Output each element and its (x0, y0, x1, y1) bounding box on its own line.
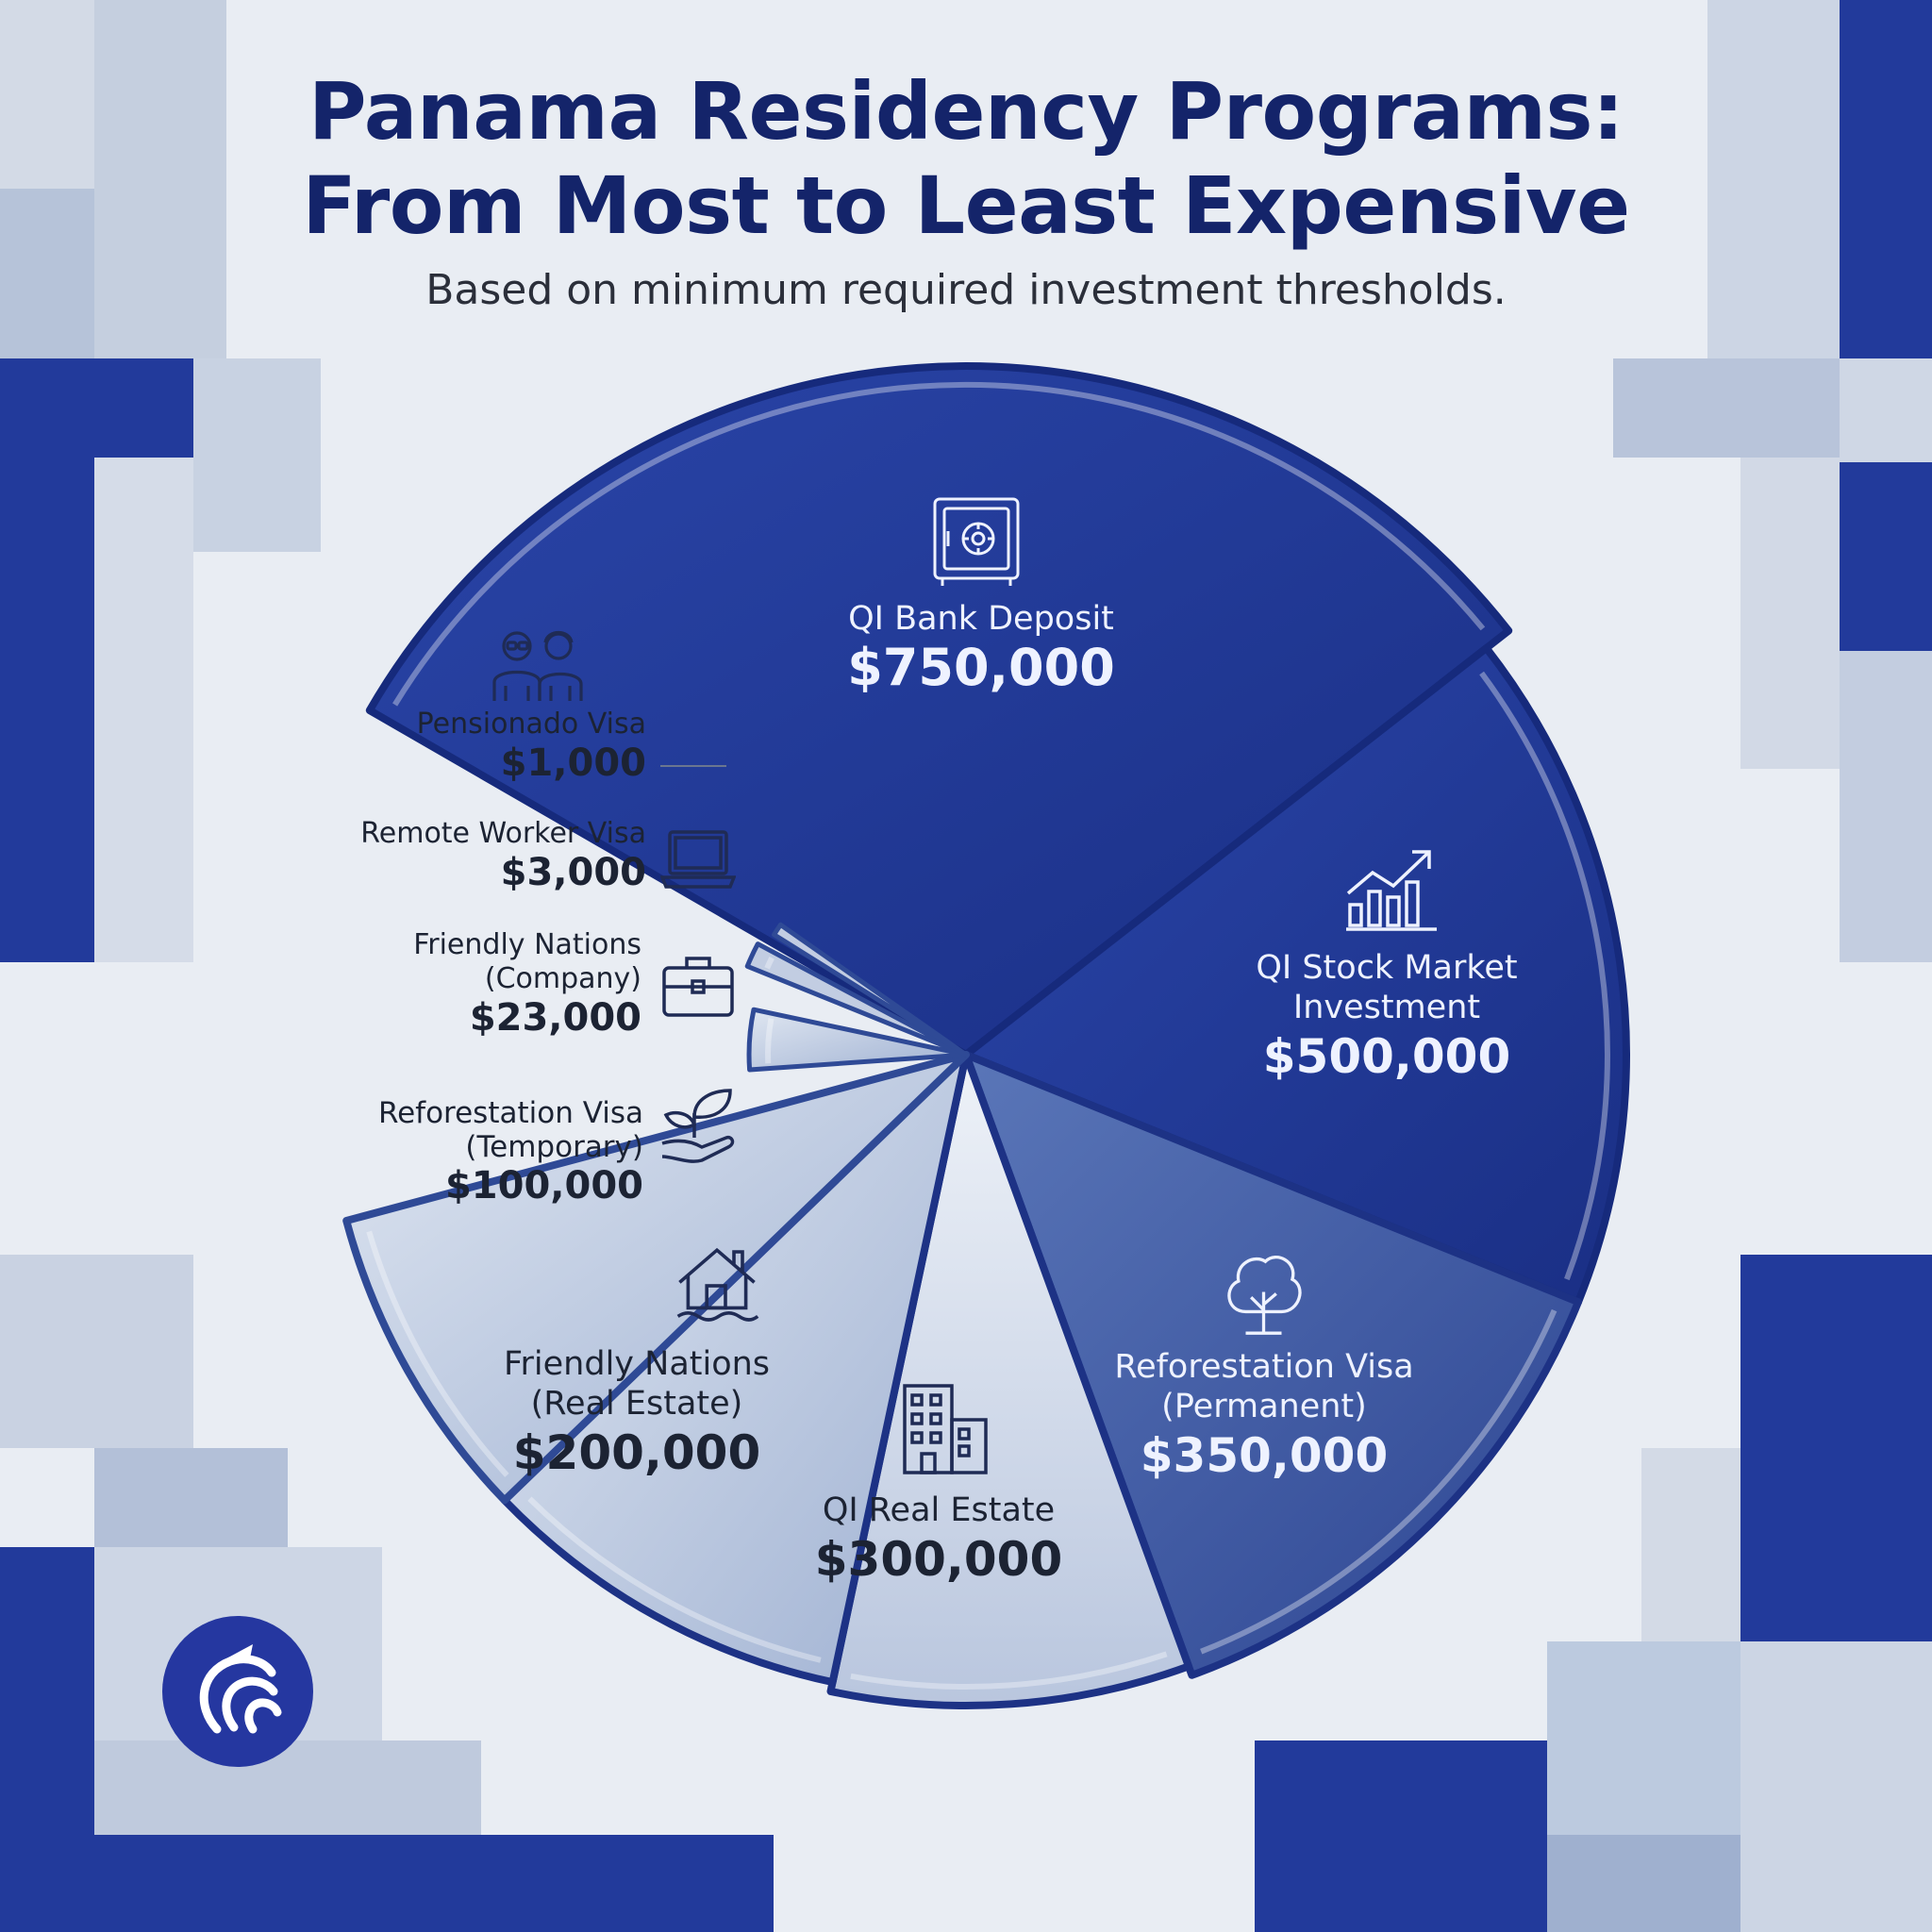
brand-logo (162, 1616, 313, 1767)
slice-value: $23,000 (469, 996, 641, 1040)
slice-highlight (765, 1018, 774, 1064)
slice-value: $350,000 (1140, 1428, 1389, 1483)
label-qi-stock-market: QI Stock Market Investment $500,000 (1189, 948, 1585, 1086)
slice-value: $1,000 (500, 741, 646, 785)
title-line-1: Panama Residency Programs: (308, 65, 1624, 158)
slice-value: $100,000 (444, 1164, 643, 1208)
slice-name-line-2: (Company) (484, 962, 641, 995)
pie-slice-remote-worker-visa (744, 941, 969, 1058)
label-qi-real-estate: QI Real Estate $300,000 (774, 1491, 1104, 1589)
label-pensionado-visa: Pensionado Visa $1,000 (358, 708, 646, 785)
slice-name-line-1: Reforestation Visa (1114, 1348, 1414, 1386)
slice-value: $3,000 (500, 851, 646, 894)
label-friendly-nations-company: Friendly Nations (Company) $23,000 (358, 928, 641, 1040)
label-remote-worker-visa: Remote Worker Visa $3,000 (311, 817, 646, 894)
slice-value: $500,000 (1262, 1029, 1511, 1084)
slice-highlight (392, 381, 1486, 707)
slice-highlight (1479, 671, 1610, 1281)
slice-name: QI Real Estate (822, 1491, 1056, 1529)
slice-name-line-1: Friendly Nations (413, 928, 641, 961)
slice-name-line-2: Investment (1292, 989, 1481, 1026)
slice-value: $750,000 (847, 638, 1115, 697)
pie-slice-friendly-nations-company (746, 1007, 969, 1073)
growth-chart-icon (1346, 850, 1437, 931)
label-reforestation-temporary: Reforestation Visa (Temporary) $100,000 (311, 1096, 643, 1208)
safe-icon (933, 497, 1020, 586)
building-icon (903, 1384, 988, 1474)
slice-highlight (527, 1496, 822, 1663)
slice-name-line-1: Friendly Nations (503, 1345, 771, 1383)
retirees-icon (492, 630, 583, 701)
title-line-2: From Most to Least Expensive (302, 159, 1630, 252)
slice-value: $300,000 (814, 1532, 1063, 1587)
tree-icon (1227, 1256, 1302, 1335)
subtitle: Based on minimum required investment thr… (425, 266, 1507, 314)
pie-slice-qi-real-estate (826, 1051, 1192, 1709)
slice-highlight (764, 957, 774, 970)
slice-highlight (1200, 1308, 1557, 1655)
slice-name-line-2: (Temporary) (465, 1130, 643, 1164)
slice-name: Remote Worker Visa (360, 817, 646, 850)
laptop-icon (660, 830, 736, 889)
house-icon (676, 1247, 759, 1322)
pie-slice-qi-stock-market-investment (962, 644, 1630, 1307)
pie-slice-reforestation-visa-temporary (342, 1051, 970, 1505)
pie-slice-reforestation-visa-permanent (962, 1051, 1582, 1679)
slice-name-line-1: Reforestation Visa (377, 1096, 643, 1130)
slice-highlight (366, 1230, 509, 1477)
slice-name-line-2: (Permanent) (1161, 1388, 1367, 1425)
slice-name-line-2: (Real Estate) (530, 1385, 743, 1423)
sprout-hand-icon (661, 1089, 735, 1163)
slice-highlight (850, 1651, 1168, 1690)
slice-name: Pensionado Visa (416, 708, 646, 741)
pie-slice-friendly-nations-real-estate (500, 1051, 970, 1687)
pie-slice-pensionado-visa (772, 922, 969, 1058)
slice-name-line-1: QI Stock Market (1256, 949, 1518, 987)
briefcase-icon (662, 957, 734, 1017)
slice-value: $200,000 (512, 1425, 761, 1480)
label-qi-bank-deposit: QI Bank Deposit $750,000 (792, 599, 1170, 697)
pie-slice-qi-bank-deposit (365, 362, 1513, 1058)
label-reforestation-permanent: Reforestation Visa (Permanent) $350,000 (1075, 1347, 1453, 1485)
slice-name: QI Bank Deposit (848, 600, 1114, 638)
label-friendly-nations-real-estate: Friendly Nations (Real Estate) $200,000 (472, 1344, 802, 1482)
